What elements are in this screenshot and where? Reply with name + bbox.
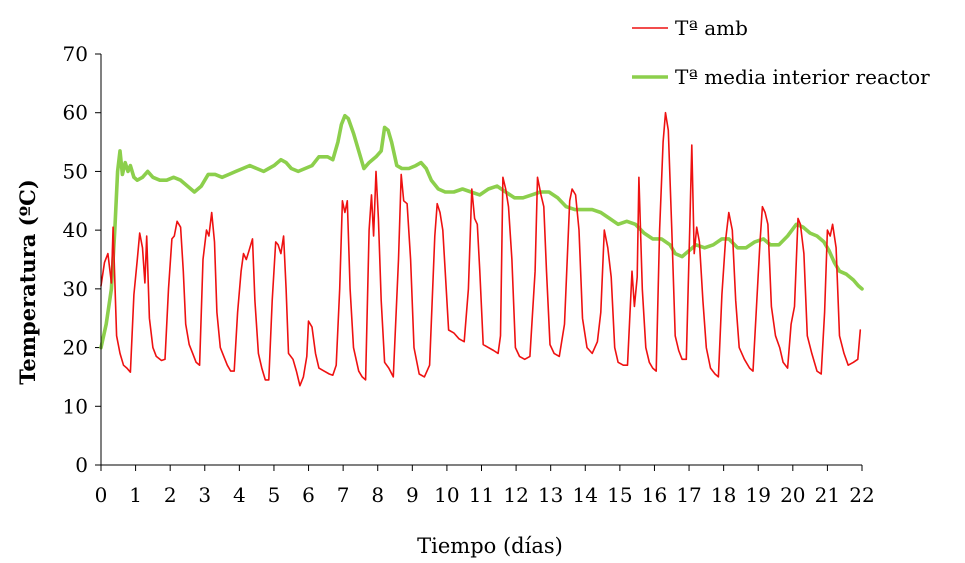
x-tick-label: 9 — [406, 483, 419, 507]
x-tick-label: 1 — [129, 483, 142, 507]
x-tick-label: 12 — [503, 483, 528, 507]
x-tick-label: 6 — [302, 483, 315, 507]
x-tick-label: 19 — [746, 483, 771, 507]
x-tick-label: 11 — [469, 483, 494, 507]
series-line-ambient — [100, 111, 862, 387]
legend-item-ambient: Tª amb — [632, 16, 748, 40]
y-tick-label: 0 — [75, 453, 88, 477]
x-tick-label: 10 — [434, 483, 459, 507]
legend: Tª amb Tª media interior reactor — [632, 16, 930, 89]
x-axis-title: Tiempo (días) — [417, 534, 563, 558]
legend-label: Tª media interior reactor — [675, 65, 930, 89]
y-axis-title: Temperatura (ºC) — [15, 179, 40, 385]
y-tick-label: 50 — [63, 159, 88, 183]
x-tick-label: 16 — [642, 483, 667, 507]
x-axis-ticks: 0 1 2 3 4 5 6 7 8 9 10 11 12 13 14 15 16 17 18 19 20 21 22 — [95, 465, 875, 507]
x-tick-label: 18 — [711, 483, 736, 507]
legend-label: Tª amb — [675, 16, 748, 40]
x-tick-label: 8 — [371, 483, 384, 507]
x-tick-label: 13 — [538, 483, 563, 507]
y-tick-label: 10 — [63, 394, 88, 418]
y-tick-label: 20 — [63, 336, 88, 360]
x-tick-label: 7 — [337, 483, 350, 507]
x-tick-label: 0 — [95, 483, 108, 507]
y-tick-label: 60 — [63, 101, 88, 125]
x-tick-label: 5 — [268, 483, 281, 507]
x-tick-label: 2 — [164, 483, 177, 507]
x-tick-label: 3 — [198, 483, 211, 507]
x-tick-label: 21 — [815, 483, 840, 507]
x-tick-label: 22 — [849, 483, 874, 507]
x-tick-label: 20 — [780, 483, 805, 507]
y-tick-label: 70 — [63, 42, 88, 66]
series-layer — [99, 111, 864, 387]
y-axis-ticks: 0 10 20 30 40 50 60 70 — [63, 42, 101, 477]
legend-item-reactor: Tª media interior reactor — [632, 65, 930, 89]
x-tick-label: 15 — [607, 483, 632, 507]
x-tick-label: 17 — [676, 483, 701, 507]
y-tick-label: 40 — [63, 218, 88, 242]
x-tick-label: 14 — [573, 483, 598, 507]
x-tick-label: 4 — [233, 483, 246, 507]
y-tick-label: 30 — [63, 277, 88, 301]
